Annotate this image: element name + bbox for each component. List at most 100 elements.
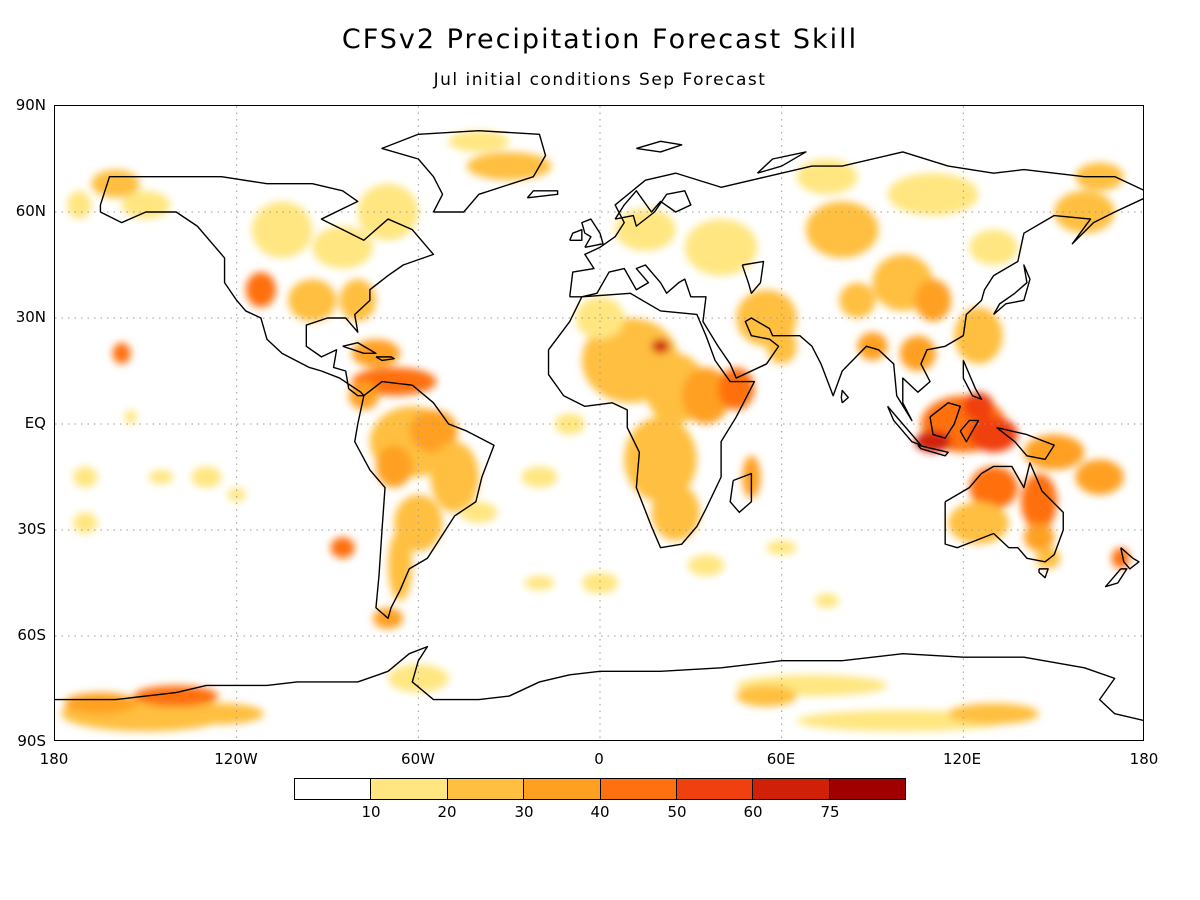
skill-region bbox=[67, 190, 92, 220]
skill-region bbox=[448, 130, 510, 152]
lat-label-90s: 90S bbox=[17, 732, 46, 750]
coastline bbox=[1104, 568, 1128, 588]
skill-region bbox=[73, 512, 98, 534]
skill-region bbox=[148, 469, 174, 485]
map-frame bbox=[54, 105, 1144, 741]
skill-region bbox=[681, 367, 731, 424]
skill-region bbox=[914, 279, 952, 322]
skill-region bbox=[288, 279, 337, 322]
coastline bbox=[840, 389, 849, 404]
coastline bbox=[993, 264, 1031, 315]
coastline bbox=[729, 472, 753, 514]
skill-region bbox=[73, 466, 98, 488]
skill-region bbox=[1023, 434, 1085, 470]
coastline bbox=[526, 190, 559, 199]
colorbar bbox=[294, 778, 906, 800]
colorbar-label: 20 bbox=[437, 803, 457, 821]
colorbar-box bbox=[447, 779, 525, 799]
skill-region bbox=[1075, 459, 1124, 495]
skill-region bbox=[466, 151, 552, 181]
chart-title: CFSv2 Precipitation Forecast Skill bbox=[341, 24, 859, 55]
skill-region bbox=[651, 339, 670, 354]
lon-label-60e: 60E bbox=[766, 750, 796, 768]
skill-region bbox=[521, 466, 558, 488]
lon-label-120e: 120E bbox=[942, 750, 982, 768]
lat-label-30s: 30S bbox=[17, 520, 46, 538]
skill-region bbox=[963, 392, 994, 421]
chart-subtitle: Jul initial conditions Sep Forecast bbox=[433, 70, 767, 90]
coastline bbox=[581, 218, 604, 249]
skill-region bbox=[948, 703, 1040, 725]
colorbar-box bbox=[600, 779, 677, 799]
skill-region bbox=[251, 201, 313, 258]
coastline bbox=[375, 356, 395, 362]
skill-region bbox=[524, 575, 555, 591]
skill-region bbox=[1054, 190, 1115, 234]
coastline bbox=[962, 360, 983, 400]
lat-label-90n: 90N bbox=[15, 96, 46, 114]
skill-region bbox=[357, 183, 419, 241]
skill-region bbox=[651, 484, 700, 541]
coastline bbox=[614, 190, 692, 227]
coastline bbox=[917, 444, 949, 457]
skill-region bbox=[133, 685, 219, 707]
lon-label-60w: 60W bbox=[401, 750, 435, 768]
colorbar-box bbox=[829, 779, 905, 799]
skill-region bbox=[1036, 547, 1061, 569]
skill-region bbox=[969, 416, 1018, 453]
colorbar-label: 30 bbox=[514, 803, 534, 821]
coastline bbox=[547, 292, 756, 549]
skill-region bbox=[245, 272, 277, 308]
coastline bbox=[1120, 547, 1140, 570]
coastline bbox=[756, 151, 807, 174]
skill-region bbox=[887, 173, 979, 216]
skill-region bbox=[899, 335, 937, 371]
skill-region bbox=[736, 685, 797, 707]
lon-label-0: 0 bbox=[594, 750, 604, 768]
lat-label-eq: EQ bbox=[24, 414, 46, 432]
colorbar-box bbox=[295, 779, 372, 799]
colorbar-label: 50 bbox=[667, 803, 687, 821]
skill-region bbox=[1023, 522, 1055, 552]
colorbar-label: 40 bbox=[590, 803, 610, 821]
skill-region bbox=[684, 219, 758, 276]
coastline bbox=[55, 645, 1143, 722]
skill-region bbox=[112, 342, 131, 364]
skill-region bbox=[687, 554, 725, 576]
colorbar-label: 60 bbox=[743, 803, 763, 821]
colorbar-label: 10 bbox=[361, 803, 381, 821]
skill-region bbox=[121, 190, 171, 220]
coastline bbox=[1038, 568, 1049, 579]
skill-region bbox=[375, 445, 413, 488]
colorbar-box bbox=[676, 779, 754, 799]
skill-region bbox=[969, 466, 1018, 509]
skill-region bbox=[814, 593, 840, 608]
skill-region bbox=[430, 441, 479, 513]
skill-region bbox=[575, 296, 625, 340]
lon-label-180e: 180 bbox=[1129, 750, 1159, 768]
skill-shading-layer bbox=[61, 130, 1130, 732]
coastline bbox=[929, 402, 962, 439]
world-map bbox=[55, 106, 1143, 740]
skill-region bbox=[839, 282, 876, 318]
skill-region bbox=[615, 208, 676, 251]
skill-region bbox=[857, 332, 888, 361]
skill-region bbox=[388, 530, 413, 601]
skill-region bbox=[330, 537, 355, 559]
coastline bbox=[741, 260, 765, 294]
coastline bbox=[569, 228, 583, 241]
skill-region bbox=[796, 159, 858, 195]
coastline bbox=[959, 419, 980, 443]
lat-label-30n: 30N bbox=[15, 308, 46, 326]
skill-region bbox=[805, 201, 879, 258]
skill-region bbox=[581, 572, 619, 594]
coastline bbox=[569, 151, 1143, 297]
colorbar-box bbox=[753, 779, 830, 799]
lon-label-180w: 180 bbox=[39, 750, 69, 768]
lon-label-120w: 120W bbox=[214, 750, 258, 768]
skill-region bbox=[312, 226, 373, 269]
colorbar-label: 75 bbox=[820, 803, 840, 821]
skill-region bbox=[969, 229, 1018, 265]
skill-region bbox=[460, 501, 498, 523]
skill-region bbox=[718, 367, 755, 410]
